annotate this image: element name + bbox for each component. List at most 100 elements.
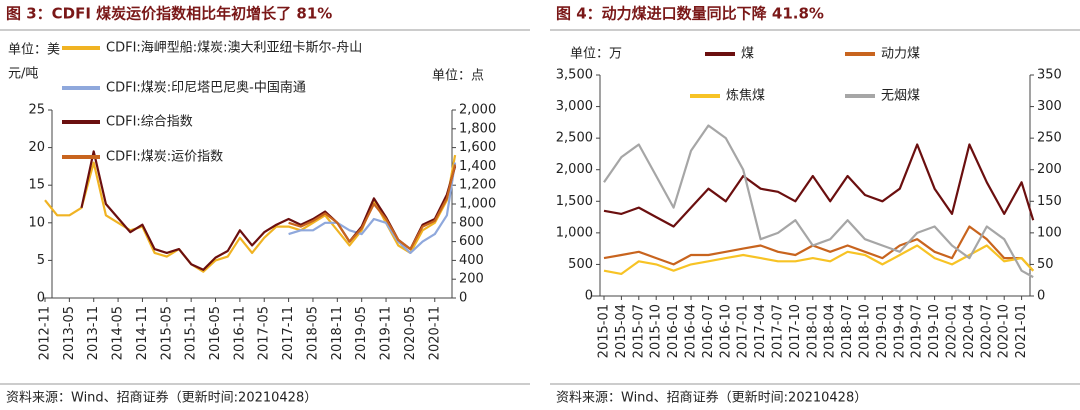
x-tick-label: 2018-04	[823, 304, 838, 358]
series-line	[288, 162, 457, 254]
source: 资料来源：Wind、招商证券（更新时间:20210428）	[6, 390, 317, 406]
x-tick-label: 2018-10	[858, 304, 873, 358]
y-tick-label: 2,500	[556, 131, 593, 146]
x-tick-label: 2015-04	[614, 304, 629, 358]
x-tick-label: 2020-07	[979, 304, 994, 358]
y2-tick-label: 600	[459, 234, 484, 249]
x-tick-label: 2017-11	[281, 306, 296, 360]
x-tick-label: 2014-05	[111, 306, 126, 360]
legend-label: CDFI:综合指数	[106, 115, 193, 130]
x-tick-label: 2020-04	[962, 304, 977, 358]
x-tick-label: 2016-11	[232, 306, 247, 360]
series-line	[603, 124, 1034, 279]
y-tick-label: 3,000	[556, 99, 593, 114]
y-tick-label: 20	[28, 140, 45, 155]
y2-tick-label: 1,800	[459, 121, 496, 136]
y-tick-label: 2,000	[556, 162, 593, 177]
x-tick-label: 2012-11	[38, 306, 53, 360]
x-tick-label: 2015-10	[649, 304, 664, 358]
legend-label: CDFI:煤炭:运价指数	[106, 150, 223, 165]
y2-axis-label: 单位：点	[432, 69, 484, 84]
x-tick-label: 2020-01	[945, 304, 960, 358]
x-tick-label: 2013-05	[62, 306, 77, 360]
y2-tick-label: 1,600	[459, 140, 496, 155]
source: 资料来源：Wind、招商证券（更新时间:20210428）	[556, 390, 867, 406]
series-line	[603, 225, 1035, 272]
x-tick-label: 2021-01	[1014, 304, 1029, 358]
legend-label: 炼焦煤	[726, 89, 765, 104]
y-tick-label: 25	[28, 103, 45, 118]
x-tick-label: 2017-01	[736, 304, 751, 358]
x-tick-label: 2018-07	[840, 304, 855, 358]
series-line	[603, 143, 1035, 228]
x-tick-label: 2017-04	[753, 304, 768, 358]
y2-tick-label: 200	[459, 272, 484, 287]
chart-title: 图 3：CDFI 煤炭运价指数相比年初增长了 81%	[6, 5, 332, 23]
x-tick-label: 2016-05	[208, 306, 223, 360]
x-tick-label: 2017-05	[257, 306, 272, 360]
y2-tick-label: 1,200	[459, 178, 496, 193]
y2-tick-label: 150	[1037, 194, 1062, 209]
y-tick-label: 1,000	[556, 225, 593, 240]
series-line	[80, 150, 457, 271]
y-tick-label: 500	[568, 257, 593, 272]
x-tick-label: 2019-10	[927, 304, 942, 358]
legend-label: 煤	[741, 47, 754, 62]
y2-tick-label: 1,000	[459, 197, 496, 212]
x-tick-label: 2017-07	[771, 304, 786, 358]
x-tick-label: 2017-10	[788, 304, 803, 358]
y2-tick-label: 50	[1037, 257, 1054, 272]
y2-tick-label: 350	[1037, 68, 1062, 83]
y-tick-label: 1,500	[556, 194, 593, 209]
y2-tick-label: 0	[1037, 289, 1045, 304]
y2-tick-label: 400	[459, 253, 484, 268]
series-line	[44, 154, 457, 273]
x-tick-label: 2020-10	[997, 304, 1012, 358]
series-line	[288, 164, 457, 251]
y2-tick-label: 2,000	[459, 103, 496, 118]
y-tick-label: 5	[37, 253, 45, 268]
x-tick-label: 2018-01	[805, 304, 820, 358]
y-tick-label: 15	[28, 178, 45, 193]
x-tick-label: 2019-07	[910, 304, 925, 358]
legend-label: CDFI:海岬型船:煤炭:澳大利亚纽卡斯尔-舟山	[106, 40, 362, 56]
x-tick-label: 2019-05	[354, 306, 369, 360]
x-tick-label: 2019-04	[892, 304, 907, 358]
series-line	[603, 244, 1035, 275]
x-tick-label: 2015-07	[631, 304, 646, 358]
x-tick-label: 2015-11	[184, 306, 199, 360]
y2-tick-label: 1,400	[459, 159, 496, 174]
y2-tick-label: 250	[1037, 131, 1062, 146]
x-tick-label: 2020-05	[403, 306, 418, 360]
x-tick-label: 2016-10	[718, 304, 733, 358]
y2-tick-label: 200	[1037, 162, 1062, 177]
x-tick-label: 2020-11	[427, 306, 442, 360]
legend-label: 动力煤	[881, 47, 920, 62]
y2-tick-label: 300	[1037, 99, 1062, 114]
x-tick-label: 2015-01	[597, 304, 612, 358]
x-tick-label: 2019-11	[379, 306, 394, 360]
x-tick-label: 2019-01	[875, 304, 890, 358]
chart-title: 图 4：动力煤进口数量同比下降 41.8%	[556, 5, 824, 23]
x-tick-label: 2015-05	[159, 306, 174, 360]
legend-label: CDFI:煤炭:印尼塔巴尼奥-中国南通	[106, 80, 306, 96]
x-tick-label: 2014-11	[135, 306, 150, 360]
y-tick-label: 10	[28, 215, 45, 230]
y2-tick-label: 100	[1037, 225, 1062, 240]
y-tick-label: 3,500	[556, 68, 593, 83]
y-axis-label: 单位：美	[8, 43, 60, 58]
y2-tick-label: 800	[459, 215, 484, 230]
x-tick-label: 2018-05	[305, 306, 320, 360]
x-tick-label: 2016-01	[666, 304, 681, 358]
y-tick-label: 0	[585, 289, 593, 304]
y2-tick-label: 0	[459, 291, 467, 306]
x-tick-label: 2018-11	[330, 306, 345, 360]
x-tick-label: 2016-07	[701, 304, 716, 358]
x-tick-label: 2016-04	[684, 304, 699, 358]
x-tick-label: 2013-11	[86, 306, 101, 360]
y-tick-label: 0	[37, 291, 45, 306]
y-axis-label: 单位：万	[570, 47, 622, 62]
y-axis-label: 元/吨	[8, 67, 38, 82]
legend-label: 无烟煤	[881, 89, 920, 104]
